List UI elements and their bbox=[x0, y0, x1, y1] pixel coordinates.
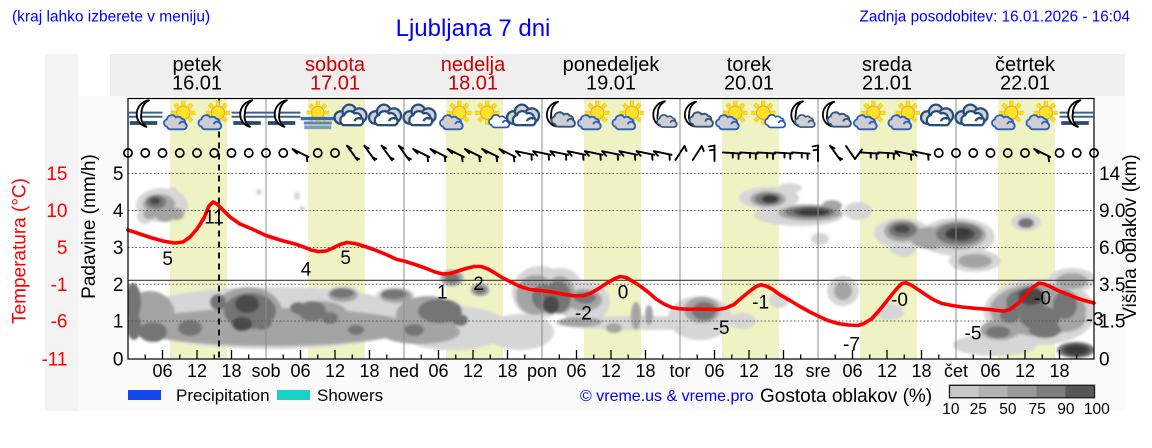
svg-text:100: 100 bbox=[1084, 401, 1110, 418]
svg-text:-0: -0 bbox=[891, 290, 908, 311]
svg-text:5: 5 bbox=[340, 248, 351, 269]
svg-text:10: 10 bbox=[46, 201, 67, 222]
svg-text:tor: tor bbox=[669, 361, 690, 381]
svg-text:2: 2 bbox=[473, 274, 484, 295]
svg-text:18: 18 bbox=[911, 361, 931, 381]
svg-text:06: 06 bbox=[704, 361, 724, 381]
svg-text:-0: -0 bbox=[1034, 289, 1051, 310]
svg-text:12: 12 bbox=[877, 361, 897, 381]
svg-text:15: 15 bbox=[46, 164, 67, 185]
svg-text:Temperatura (°C): Temperatura (°C) bbox=[10, 178, 31, 324]
svg-text:0: 0 bbox=[618, 282, 629, 303]
svg-text:-11: -11 bbox=[41, 350, 67, 371]
svg-text:18: 18 bbox=[773, 361, 793, 381]
svg-text:12: 12 bbox=[325, 361, 345, 381]
svg-text:90: 90 bbox=[1057, 401, 1075, 418]
svg-text:21.01: 21.01 bbox=[862, 73, 912, 95]
svg-text:-5: -5 bbox=[965, 323, 982, 344]
svg-text:12: 12 bbox=[187, 361, 207, 381]
svg-text:12: 12 bbox=[1015, 361, 1035, 381]
svg-text:5: 5 bbox=[162, 249, 173, 270]
svg-text:22.01: 22.01 bbox=[1000, 73, 1050, 95]
svg-text:Ljubljana 7 dni: Ljubljana 7 dni bbox=[396, 15, 551, 42]
svg-text:11: 11 bbox=[204, 207, 224, 228]
svg-text:-1: -1 bbox=[51, 275, 68, 296]
svg-text:06: 06 bbox=[566, 361, 586, 381]
svg-text:12: 12 bbox=[463, 361, 483, 381]
svg-text:2: 2 bbox=[113, 275, 124, 296]
svg-text:18: 18 bbox=[1049, 361, 1069, 381]
svg-text:06: 06 bbox=[842, 361, 862, 381]
svg-text:18: 18 bbox=[359, 361, 379, 381]
svg-text:18: 18 bbox=[221, 361, 241, 381]
svg-text:-5: -5 bbox=[713, 318, 730, 339]
svg-text:sre: sre bbox=[805, 361, 830, 381]
svg-text:5: 5 bbox=[57, 238, 68, 259]
svg-text:© vreme.us & vreme.pro: © vreme.us & vreme.pro bbox=[580, 388, 754, 405]
svg-text:4: 4 bbox=[113, 201, 124, 222]
svg-text:20.01: 20.01 bbox=[724, 73, 774, 95]
svg-text:Precipitation: Precipitation bbox=[176, 386, 270, 405]
svg-text:Padavine (mm/h): Padavine (mm/h) bbox=[79, 154, 100, 299]
svg-text:12: 12 bbox=[739, 361, 759, 381]
svg-text:12: 12 bbox=[601, 361, 621, 381]
svg-text:06: 06 bbox=[428, 361, 448, 381]
svg-text:Showers: Showers bbox=[317, 386, 383, 405]
svg-text:18.01: 18.01 bbox=[448, 73, 498, 95]
svg-text:06: 06 bbox=[290, 361, 310, 381]
svg-text:25: 25 bbox=[970, 401, 987, 418]
svg-text:-1: -1 bbox=[752, 293, 769, 314]
svg-text:Višina oblakov (km): Višina oblakov (km) bbox=[1120, 154, 1141, 319]
svg-text:17.01: 17.01 bbox=[310, 73, 360, 95]
svg-text:5: 5 bbox=[113, 164, 124, 185]
svg-text:0: 0 bbox=[113, 350, 124, 371]
svg-text:0: 0 bbox=[1099, 350, 1110, 371]
svg-text:3: 3 bbox=[113, 238, 124, 259]
svg-text:50: 50 bbox=[999, 401, 1017, 418]
svg-text:4: 4 bbox=[301, 260, 312, 281]
svg-text:06: 06 bbox=[980, 361, 1000, 381]
svg-text:06: 06 bbox=[152, 361, 172, 381]
svg-text:19.01: 19.01 bbox=[586, 73, 636, 95]
svg-text:16.01: 16.01 bbox=[172, 73, 222, 95]
svg-text:18: 18 bbox=[635, 361, 655, 381]
svg-text:75: 75 bbox=[1028, 401, 1045, 418]
svg-text:Zadnja posodobitev: 16.01.2026: Zadnja posodobitev: 16.01.2026 - 16:04 bbox=[860, 9, 1131, 26]
svg-text:ned: ned bbox=[389, 361, 419, 381]
svg-text:1: 1 bbox=[437, 283, 448, 304]
svg-text:(kraj lahko izberete v meniju): (kraj lahko izberete v meniju) bbox=[12, 9, 210, 26]
svg-text:pon: pon bbox=[527, 361, 557, 381]
svg-text:-6: -6 bbox=[51, 312, 68, 333]
svg-text:-7: -7 bbox=[843, 334, 860, 355]
svg-text:Gostota oblakov (%): Gostota oblakov (%) bbox=[760, 386, 932, 407]
svg-text:1: 1 bbox=[113, 312, 124, 333]
svg-text:čet: čet bbox=[944, 361, 968, 381]
svg-text:10: 10 bbox=[942, 401, 960, 418]
svg-text:-2: -2 bbox=[575, 303, 592, 324]
svg-text:14: 14 bbox=[1099, 164, 1121, 185]
svg-text:sob: sob bbox=[251, 361, 280, 381]
svg-text:18: 18 bbox=[497, 361, 517, 381]
